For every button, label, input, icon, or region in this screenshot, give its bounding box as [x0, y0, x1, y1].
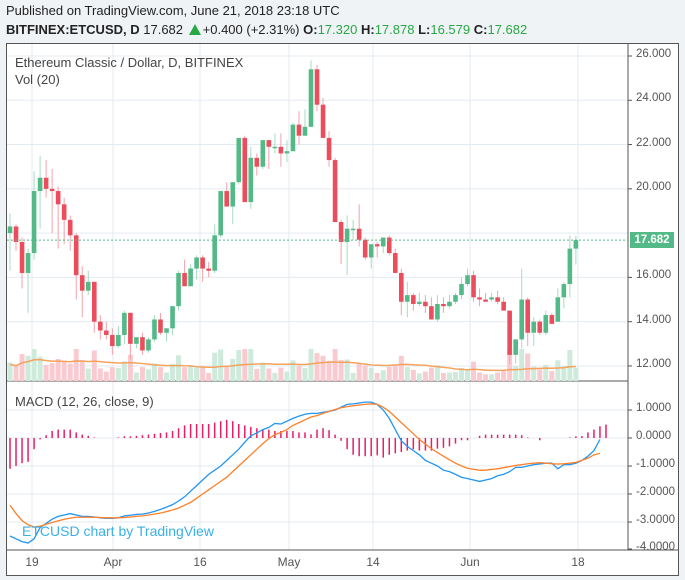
time-axis-tick: Jun [460, 555, 480, 569]
low-label: L: [418, 22, 431, 37]
symbol-info: BITFINEX:ETCUSD, D 17.682 +0.400 (+2.31%… [6, 22, 527, 37]
price-axis-tick: 16.000 [636, 269, 672, 282]
high-label: H: [360, 22, 375, 37]
time-axis-tick: 14 [366, 555, 380, 569]
published-info: Published on TradingView.com, June 21, 2… [6, 3, 340, 18]
volume-label: Vol (20) [15, 72, 60, 87]
time-axis-tick: Apr [103, 555, 123, 569]
open-value: 17.320 [317, 22, 358, 37]
symbol-name: BITFINEX:ETCUSD, D [6, 22, 140, 37]
macd-axis-tick: -4.0000 [636, 541, 676, 553]
price-axis-tick: 12.000 [636, 357, 672, 370]
low-value: 16.579 [430, 22, 471, 37]
price-change: +0.400 (+2.31%) [202, 22, 300, 37]
macd-axis-tick: 0.0000 [636, 430, 672, 442]
price-axis-tick: 20.000 [636, 180, 672, 193]
chart-frame[interactable] [6, 43, 679, 576]
macd-axis-tick: -3.0000 [636, 514, 676, 526]
up-arrow-icon [188, 24, 201, 35]
macd-pane-title: MACD (12, 26, close, 9) [15, 394, 154, 409]
last-price: 17.682 [143, 22, 184, 37]
watermark-link[interactable]: ETCUSD chart by TradingView [22, 523, 214, 539]
price-axis-tick: 24.000 [636, 92, 672, 105]
time-axis-tick: 19 [25, 555, 39, 569]
time-axis-tick: 16 [193, 555, 207, 569]
macd-axis-tick: -1.0000 [636, 458, 676, 470]
close-label: C: [473, 22, 488, 37]
time-axis-tick: 18 [571, 555, 585, 569]
price-axis-tick: 14.000 [636, 313, 672, 326]
price-axis-tick: 26.000 [636, 48, 672, 60]
last-price-tag: 17.682 [630, 232, 674, 248]
macd-axis-tick: -2.0000 [636, 486, 676, 498]
close-value: 17.682 [487, 22, 528, 37]
macd-axis-tick: 1.0000 [636, 402, 672, 414]
time-axis-tick: May [277, 555, 301, 569]
high-value: 17.878 [374, 22, 415, 37]
main-pane-title: Ethereum Classic / Dollar, D, BITFINEX [15, 55, 244, 70]
price-axis-tick: 22.000 [636, 136, 672, 149]
open-label: O: [303, 22, 318, 37]
